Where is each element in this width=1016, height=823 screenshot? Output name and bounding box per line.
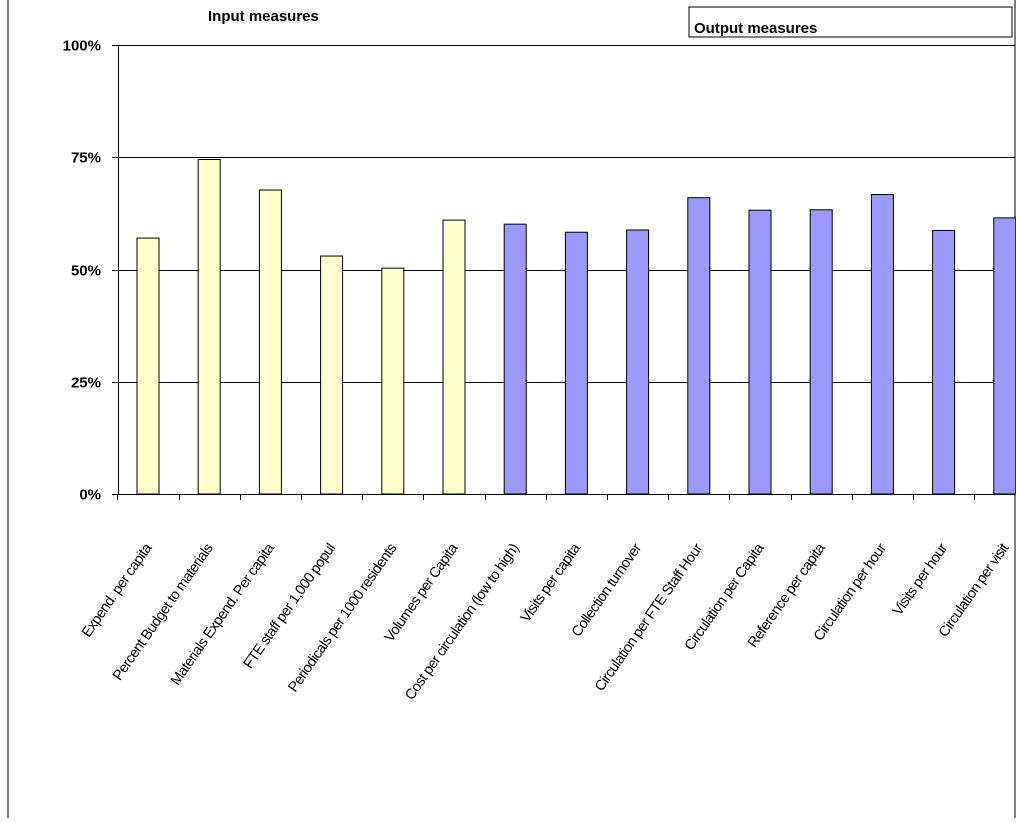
- bar: [748, 209, 772, 495]
- bar: [564, 231, 588, 495]
- bar: [258, 189, 282, 495]
- bar: [320, 255, 344, 495]
- bar: [197, 158, 221, 495]
- bar: [442, 219, 466, 495]
- group-label-output-box: [688, 6, 1013, 38]
- y-tick-label: 0%: [79, 487, 101, 504]
- bars: [136, 158, 1016, 495]
- y-tick-label: 75%: [71, 150, 101, 167]
- group-label-input: Input measures: [208, 8, 319, 25]
- y-tick-label: 25%: [71, 375, 101, 392]
- group-label-output: Output measures: [694, 20, 817, 37]
- bar: [626, 229, 650, 495]
- axes: [112, 45, 1015, 500]
- bar: [870, 194, 894, 495]
- bar: [503, 223, 527, 495]
- y-tick-label: 50%: [71, 263, 101, 280]
- y-tick-labels: 0% 25% 50% 75% 100%: [63, 38, 101, 504]
- bar: [809, 209, 833, 495]
- bar: [687, 197, 711, 495]
- bar: [993, 217, 1016, 495]
- bar: [932, 229, 956, 495]
- bar: [136, 237, 160, 495]
- bar: [381, 267, 405, 495]
- y-tick-label: 100%: [63, 38, 101, 55]
